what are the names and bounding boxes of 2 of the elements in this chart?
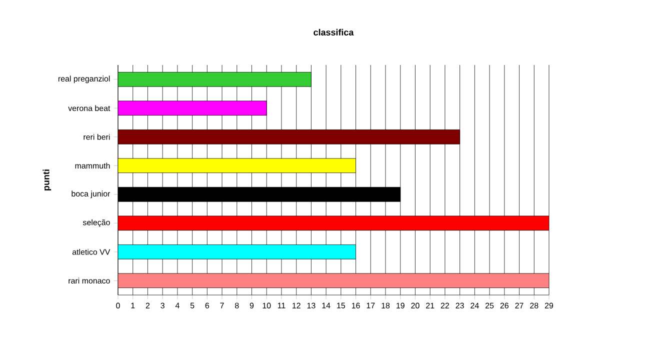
chart-title: classifica bbox=[314, 28, 354, 36]
y-axis-title: punti bbox=[42, 170, 52, 190]
